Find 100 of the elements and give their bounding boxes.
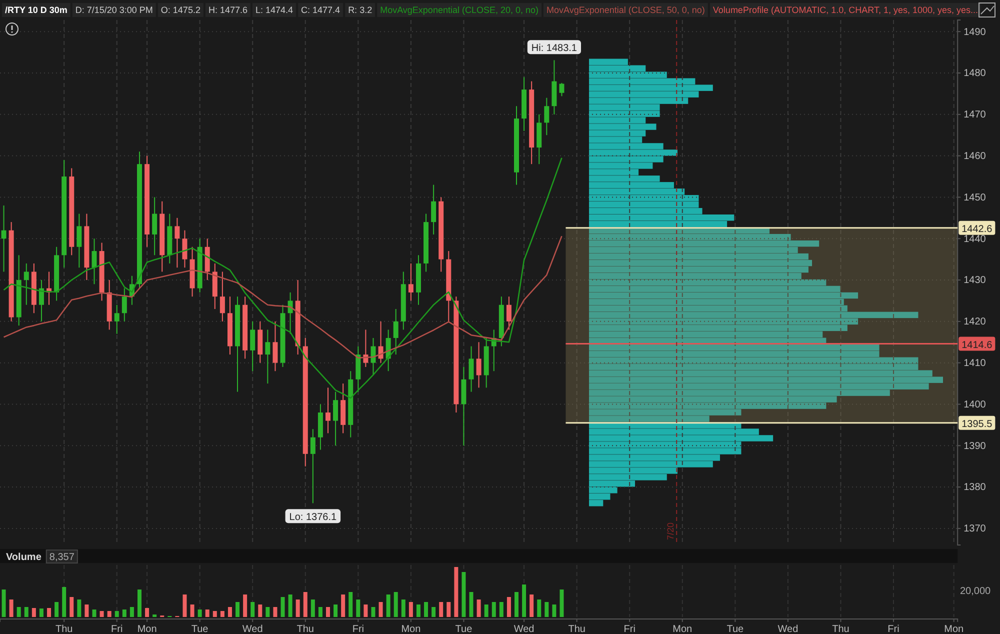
candlestick [272,320,278,372]
bar [280,597,285,617]
bar [228,607,232,617]
y-tick-label: 1410 [964,358,986,370]
text: H: 1477.6 [208,5,248,15]
bar [266,607,270,617]
y-tick-label: 1490 [964,26,986,38]
bar [484,604,488,617]
bar [145,608,150,617]
bar [424,602,428,617]
x-tick-label: Mon [944,624,964,634]
bar [9,600,14,617]
bar [341,594,346,617]
x-tick-label: Tue [726,624,744,634]
bar [296,600,300,617]
bar [198,610,202,617]
chart-title: /RTY 10 D 30m [5,5,68,15]
bar [522,584,526,617]
x-tick-label: Wed [514,624,534,634]
chart-title: VolumeProfile (AUTOMATIC, 1.0, CHART, 1, yes, 1000, yes, yes... [712,5,978,15]
ref-line-label: 1414.6 [962,340,993,351]
x-tick-label: Thu [55,624,73,634]
bar [236,602,240,617]
bar [32,608,36,617]
y-tick-label: 1430 [964,275,986,286]
bar [348,592,353,617]
text: L: 1474.4 [255,5,294,15]
x-tick-label: Fri [624,624,636,634]
candlestick [250,320,256,372]
y-tick-label: 1480 [964,68,986,80]
bar [378,602,383,617]
x-tick-label: Mon [137,624,157,634]
text: 8,357 [49,552,75,563]
bar [364,604,368,617]
bar [77,600,82,617]
y-tick-label: 1450 [964,192,986,204]
candlestick [468,346,474,392]
bar [70,597,74,617]
bar [326,607,330,617]
x-tick-label: Mon [672,624,692,634]
bar [190,604,194,617]
bar [506,597,511,617]
bar [499,602,504,617]
y-tick-label: 1440 [964,234,986,245]
bar [514,592,518,617]
chart-title: Volume [6,552,42,563]
annotation: Lo: 1376.1 [289,512,337,524]
x-tick-label: Tue [455,624,473,634]
candlestick [174,217,180,268]
x-tick-label: Wed [242,624,263,634]
bar [537,600,542,617]
candlestick [408,262,414,302]
bar [84,604,89,617]
bar [552,604,556,617]
candlestick [506,296,512,330]
x-tick-label: Fri [111,624,123,634]
candlestick [333,391,338,446]
bar [560,590,564,617]
bar [439,602,444,617]
x-tick-label: Fri [888,624,900,634]
candlestick [24,262,29,306]
bar [250,602,255,617]
candlestick [325,387,330,434]
y-tick-label: 1370 [964,524,986,535]
bar [220,611,224,617]
bar [54,602,59,617]
y-tick-label: 1400 [964,399,986,410]
x-tick-label: Fri [352,624,364,634]
y-tick-label: 1460 [964,151,986,162]
bar [530,594,534,617]
bar [386,594,390,617]
candlestick [476,342,482,388]
text: D: 7/15/20 3:00 PM [75,5,153,15]
annotation: Hi: 1483.1 [531,43,578,54]
bar [2,590,6,617]
text: MovAvgExponential (CLOSE, 50, 0, no) [546,5,705,15]
bar [107,611,112,617]
bar [462,572,466,617]
bar [394,592,398,617]
bar [212,611,217,617]
text: C: 1477.4 [301,5,340,15]
text: R: 3.2 [348,5,372,15]
bar [92,610,96,617]
bar [476,600,481,617]
bar [182,594,187,617]
x-tick-label: Mon [401,624,421,634]
bar [334,604,338,617]
text: O: 1475.2 [160,5,200,15]
candlestick [559,82,564,97]
bar [39,608,44,617]
bar [432,607,436,617]
candlestick [310,428,316,504]
bar [408,602,413,617]
x-tick-label: Thu [832,624,850,634]
x-tick-label: Wed [778,624,798,634]
candlestick [114,304,120,334]
candlestick [265,329,270,384]
line-series [3,157,562,399]
bar [205,610,210,617]
candlestick [182,230,188,268]
